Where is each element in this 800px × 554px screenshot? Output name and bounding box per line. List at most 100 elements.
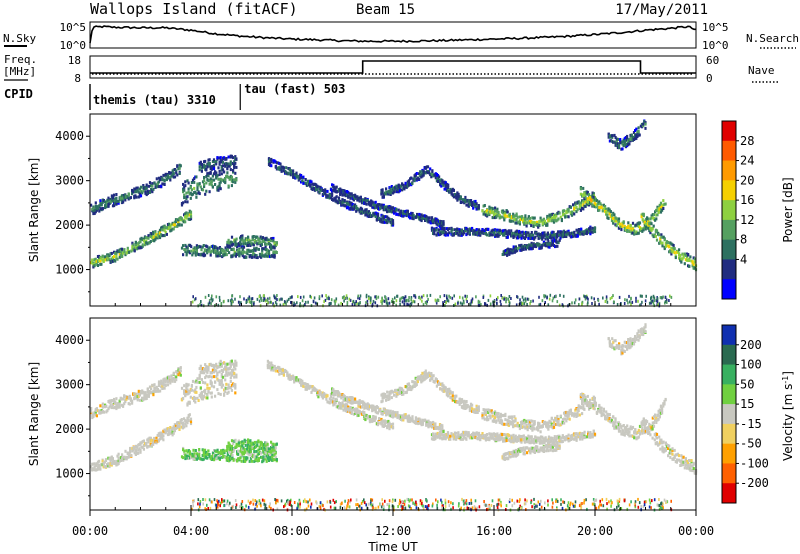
- clutter-cell: [539, 302, 542, 306]
- echo-cell: [480, 229, 483, 233]
- echo-cell: [413, 177, 416, 180]
- echo-cell: [448, 227, 451, 231]
- echo-cell: [107, 253, 110, 257]
- clutter-cell: [384, 296, 387, 300]
- echo-cell: [99, 256, 102, 259]
- echo-cell: [271, 458, 274, 462]
- echo-cell: [475, 230, 478, 234]
- echo-cell: [668, 250, 671, 254]
- freq-tick-bottom-left: 8: [74, 72, 81, 85]
- echo-cell: [187, 419, 190, 422]
- echo-cell: [226, 246, 229, 250]
- clutter-cell: [349, 298, 352, 302]
- echo-cell: [477, 228, 481, 232]
- echo-cell: [136, 396, 139, 400]
- echo-cell: [260, 243, 263, 247]
- echo-cell: [190, 181, 193, 184]
- echo-cell: [644, 225, 648, 229]
- echo-cell: [242, 239, 245, 243]
- clutter-cell: [616, 303, 619, 306]
- clutter-cell: [435, 301, 438, 305]
- echo-cell: [460, 231, 463, 235]
- echo-cell: [523, 244, 526, 248]
- echo-cell: [210, 381, 213, 385]
- echo-cell: [200, 457, 203, 461]
- echo-cell: [178, 166, 181, 170]
- echo-cell: [416, 177, 419, 181]
- echo-cell: [180, 418, 183, 421]
- echo-cell: [658, 207, 661, 211]
- clutter-cell: [282, 303, 285, 307]
- echo-cell: [126, 249, 129, 253]
- echo-cell: [249, 444, 252, 448]
- echo-cell: [216, 388, 219, 392]
- clutter-cell: [200, 303, 203, 307]
- clutter-cell: [366, 299, 369, 303]
- echo-cell: [427, 216, 430, 220]
- echo-cell: [275, 458, 278, 461]
- echo-cell: [495, 212, 498, 216]
- echo-cell: [300, 176, 303, 180]
- clutter-cell: [381, 301, 383, 305]
- echo-cell: [212, 172, 216, 176]
- echo-cell: [202, 457, 205, 461]
- echo-cell: [198, 168, 201, 172]
- echo-cell: [629, 136, 632, 140]
- clutter-cell: [340, 301, 342, 305]
- echo-cell: [211, 160, 214, 163]
- echo-cell: [337, 188, 341, 192]
- echo-cell: [637, 231, 640, 235]
- echo-cell: [589, 201, 592, 205]
- echo-cell: [150, 232, 153, 236]
- echo-cell: [142, 390, 145, 394]
- echo-cell: [256, 256, 259, 260]
- clutter-cell: [419, 297, 422, 301]
- echo-cell: [229, 174, 232, 178]
- echo-cell: [523, 237, 526, 240]
- clutter-cell: [345, 294, 348, 298]
- clutter-cell: [210, 302, 212, 306]
- clutter-cell: [657, 303, 659, 307]
- echo-cell: [451, 228, 454, 232]
- echo-cell: [238, 254, 241, 258]
- echo-cell: [257, 238, 260, 242]
- echo-cell: [557, 230, 560, 234]
- echo-cell: [142, 184, 145, 187]
- echo-cell: [184, 454, 187, 458]
- echo-cell: [235, 361, 238, 365]
- echo-cell: [152, 187, 155, 191]
- echo-cell: [238, 251, 241, 255]
- echo-cell: [388, 217, 391, 221]
- echo-cell: [352, 207, 355, 211]
- echo-cell: [398, 210, 401, 214]
- echo-cell: [530, 241, 533, 245]
- echo-cell: [230, 359, 233, 363]
- clutter-cell: [219, 298, 221, 302]
- clutter-cell: [388, 301, 391, 305]
- echo-cell: [518, 246, 521, 250]
- echo-cell: [674, 256, 677, 260]
- clutter-cell: [620, 302, 622, 306]
- echo-cell: [467, 204, 470, 208]
- echo-cell: [657, 207, 660, 211]
- clutter-cell: [418, 296, 420, 300]
- echo-cell: [467, 199, 470, 203]
- echo-cell: [229, 155, 232, 159]
- clutter-cell: [508, 303, 511, 307]
- clutter-cell: [368, 297, 370, 301]
- echo-cell: [200, 390, 203, 394]
- echo-cell: [514, 245, 517, 249]
- echo-cell: [453, 232, 456, 235]
- echo-cell: [205, 396, 208, 400]
- echo-cell: [155, 233, 158, 237]
- echo-cell: [279, 162, 282, 166]
- clutter-cell: [245, 301, 248, 304]
- echo-cell: [654, 218, 657, 222]
- clutter-cell: [549, 293, 552, 297]
- echo-cell: [257, 459, 260, 462]
- clutter-cell: [459, 295, 461, 299]
- echo-cell: [499, 232, 502, 235]
- echo-cell: [131, 449, 134, 453]
- echo-cell: [99, 199, 102, 203]
- echo-cell: [107, 196, 110, 200]
